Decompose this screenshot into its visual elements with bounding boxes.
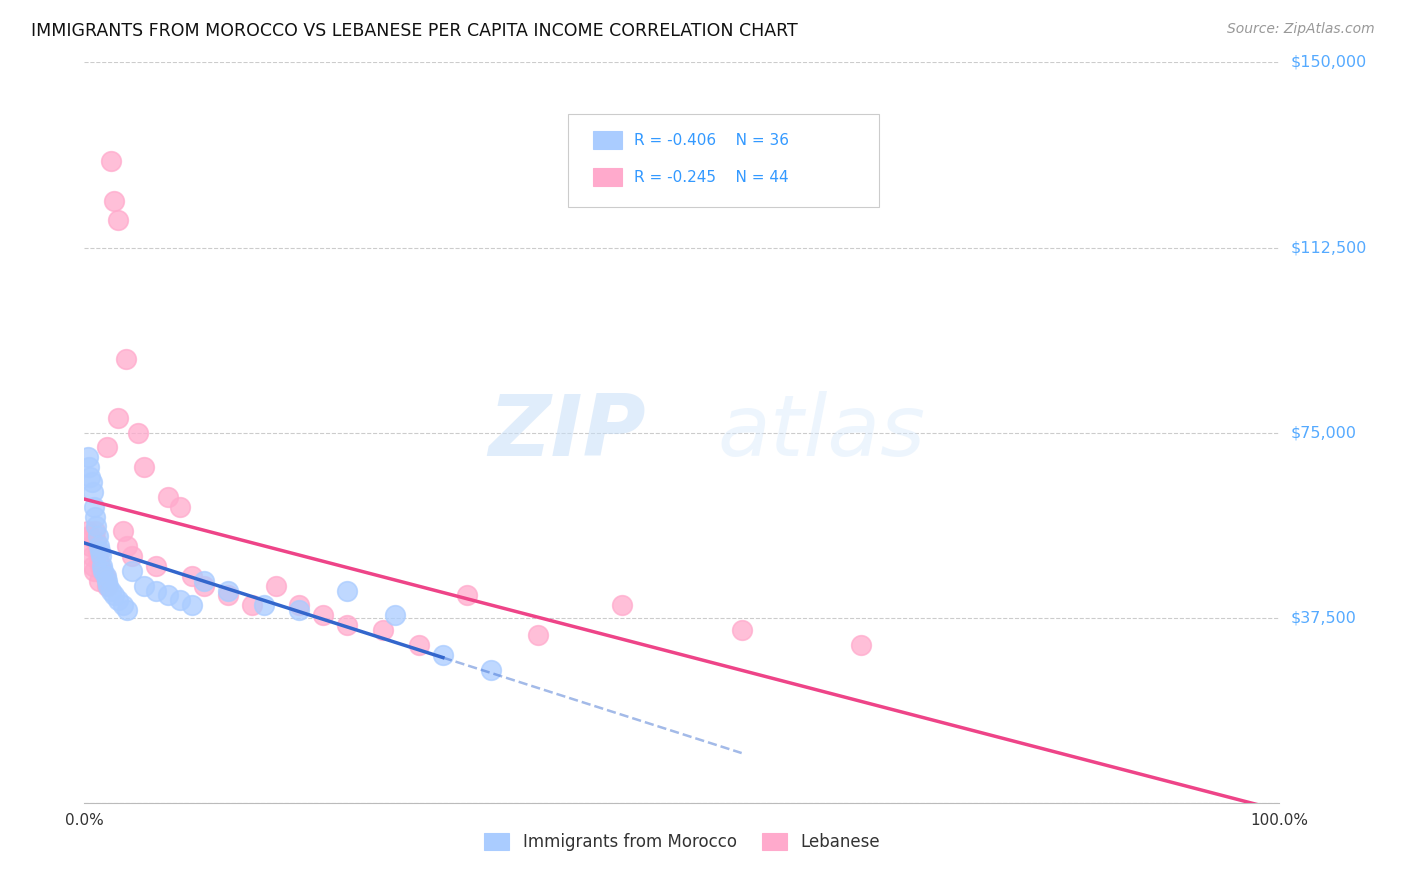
Point (145, 583, 167, 598)
Point (157, 490, 180, 504)
Point (87, 554, 110, 568)
Point (79, 470, 101, 484)
Text: R = -0.406    N = 36: R = -0.406 N = 36 (634, 133, 789, 148)
Text: IMMIGRANTS FROM MOROCCO VS LEBANESE PER CAPITA INCOME CORRELATION CHART: IMMIGRANTS FROM MOROCCO VS LEBANESE PER … (31, 22, 797, 40)
Point (456, 589, 478, 603)
Point (100, 583, 122, 598)
Point (82, 558, 104, 573)
Point (193, 579, 215, 593)
Point (117, 603, 139, 617)
Point (77, 460, 100, 475)
Point (100, 154, 122, 169)
Point (93, 568, 115, 582)
Point (132, 460, 156, 475)
Point (336, 618, 359, 632)
Point (217, 583, 239, 598)
Point (181, 599, 204, 613)
Point (288, 599, 311, 613)
Point (90, 549, 112, 563)
Point (127, 425, 149, 440)
Point (169, 593, 191, 607)
Point (336, 583, 359, 598)
Point (97, 579, 120, 593)
Point (80, 549, 103, 563)
Point (408, 638, 430, 652)
Point (121, 564, 143, 578)
Point (96, 441, 118, 455)
Point (145, 558, 167, 573)
Point (89, 558, 111, 573)
Point (217, 589, 239, 603)
Point (87, 539, 110, 553)
Point (111, 524, 134, 539)
FancyBboxPatch shape (568, 114, 879, 207)
Point (82, 484, 104, 499)
Point (77, 524, 100, 539)
Point (86, 534, 108, 549)
Point (103, 194, 125, 208)
Point (94, 568, 117, 582)
Point (117, 539, 139, 553)
Text: $75,000: $75,000 (1291, 425, 1357, 440)
Point (111, 599, 134, 613)
Point (79, 539, 101, 553)
Text: $37,500: $37,500 (1291, 610, 1357, 625)
Point (312, 608, 335, 623)
Point (264, 579, 287, 593)
FancyBboxPatch shape (593, 169, 623, 186)
Point (132, 579, 156, 593)
Point (91, 564, 114, 578)
Point (157, 589, 180, 603)
Point (91, 558, 114, 573)
Text: R = -0.245    N = 44: R = -0.245 N = 44 (634, 169, 789, 185)
Point (83, 564, 105, 578)
Point (89, 544, 111, 558)
Point (193, 574, 215, 588)
Point (86, 544, 108, 558)
Point (77, 529, 100, 543)
Point (288, 603, 311, 617)
Point (86, 529, 108, 543)
Point (612, 599, 634, 613)
Point (96, 574, 118, 588)
Point (107, 410, 129, 425)
Text: atlas: atlas (718, 391, 925, 475)
Point (80, 475, 103, 489)
Text: $112,500: $112,500 (1291, 240, 1367, 255)
Point (107, 213, 129, 227)
Point (181, 568, 204, 582)
Point (169, 500, 191, 514)
Point (107, 593, 129, 607)
Point (103, 589, 125, 603)
Point (432, 648, 454, 662)
Text: ZIP: ZIP (488, 391, 647, 475)
Point (479, 663, 502, 677)
Point (731, 623, 754, 637)
Point (96, 579, 118, 593)
Point (384, 608, 406, 623)
Point (115, 351, 138, 366)
Point (87, 574, 110, 588)
Point (527, 628, 550, 642)
Point (84, 509, 107, 524)
Point (373, 623, 395, 637)
Point (86, 519, 108, 533)
Point (77, 450, 100, 465)
FancyBboxPatch shape (593, 131, 623, 149)
Point (240, 599, 263, 613)
Point (121, 549, 143, 563)
Text: $150,000: $150,000 (1291, 55, 1367, 70)
Text: Source: ZipAtlas.com: Source: ZipAtlas.com (1227, 22, 1375, 37)
Point (93, 564, 115, 578)
Point (84, 524, 107, 539)
Point (851, 638, 873, 652)
Point (83, 500, 105, 514)
Point (253, 599, 276, 613)
Legend: Immigrants from Morocco, Lebanese: Immigrants from Morocco, Lebanese (478, 826, 886, 857)
